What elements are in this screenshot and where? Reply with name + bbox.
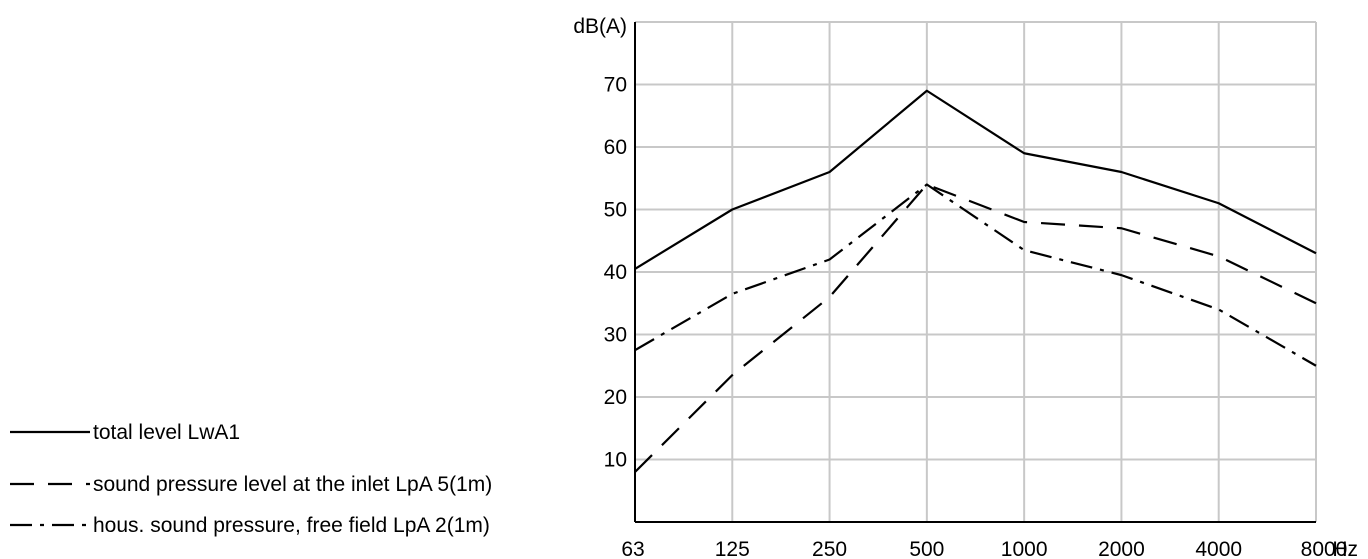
legend-label: hous. sound pressure, free field LpA 2(1… [93,514,490,537]
x-tick-label: 125 [715,538,750,559]
series-line-2 [634,183,1317,473]
x-tick-label: 8000 [1301,538,1348,559]
y-tick-label: 70 [604,74,627,97]
x-tick-label: 63 [621,538,644,559]
legend-label: total level LwA1 [93,421,240,444]
grid [635,21,1317,522]
x-tick-label: 2000 [1098,538,1145,559]
legend-label: sound pressure level at the inlet LpA 5(… [93,473,492,496]
x-tick-label: 250 [812,538,847,559]
axes [634,22,1316,523]
series-lines [634,89,1317,473]
series-line-1 [634,89,1317,270]
x-axis-unit-label: Hz [1332,538,1358,559]
legend: total level LwA1 sound pressure level at … [10,421,492,537]
x-tick-label: 4000 [1195,538,1242,559]
y-tick-label: 10 [604,449,627,472]
y-tick-label: 40 [604,261,627,284]
y-tick-label: 20 [604,386,627,409]
y-tick-label: 50 [604,199,627,222]
y-tick-label: 30 [604,324,627,347]
series-line-3 [634,183,1317,367]
y-tick-label: 60 [604,136,627,159]
y-axis-label: dB(A) [573,15,627,38]
x-tick-labels: 63 125 250 500 1000 2000 4000 8000 [621,538,1347,559]
x-tick-label: 500 [909,538,944,559]
x-tick-label: 1000 [1001,538,1048,559]
y-tick-labels: 10 20 30 40 50 60 70 [604,74,627,472]
